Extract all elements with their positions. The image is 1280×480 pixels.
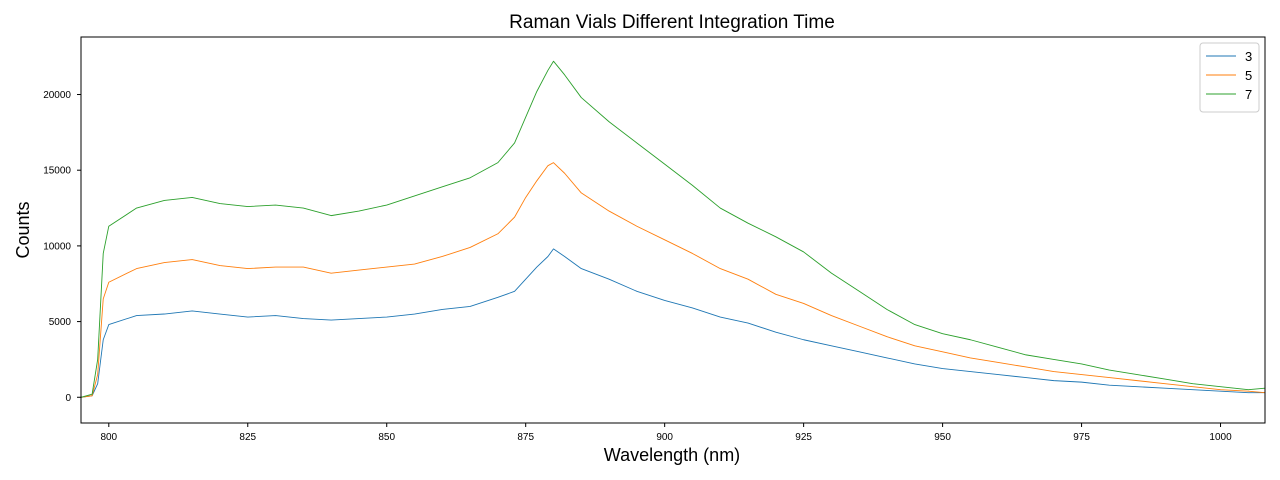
x-tick-label: 875 — [517, 432, 534, 443]
series-line-7 — [80, 60, 1266, 398]
y-tick-label: 15000 — [43, 166, 71, 177]
legend-label-3: 3 — [1245, 49, 1252, 64]
series-line-5 — [80, 162, 1266, 398]
x-tick-label: 900 — [656, 432, 673, 443]
legend: 3 5 7 — [1199, 42, 1260, 113]
plot-frame — [80, 36, 1266, 424]
x-tick-label: 975 — [1073, 432, 1090, 443]
x-tick-label: 925 — [795, 432, 812, 443]
y-tick-label: 10000 — [43, 241, 71, 252]
x-tick-label: 1000 — [1209, 432, 1232, 443]
y-tick-label: 20000 — [43, 90, 71, 101]
legend-box — [1199, 42, 1260, 113]
x-axis-ticks: 800 825 850 875 900 925 950 975 1000 — [100, 423, 1232, 443]
x-tick-label: 825 — [239, 432, 256, 443]
y-tick-label: 5000 — [49, 317, 72, 328]
legend-label-5: 5 — [1245, 68, 1252, 83]
x-tick-label: 950 — [934, 432, 951, 443]
series-line-3 — [80, 248, 1265, 398]
x-tick-label: 800 — [100, 432, 117, 443]
y-tick-label: 0 — [65, 393, 71, 404]
chart-title: Raman Vials Different Integration Time — [509, 12, 835, 33]
y-axis-ticks: 0 5000 10000 15000 20000 — [43, 90, 81, 404]
x-tick-label: 850 — [378, 432, 395, 443]
legend-label-7: 7 — [1245, 87, 1252, 102]
y-axis-title: Counts — [13, 201, 33, 258]
plot-lines — [80, 60, 1266, 398]
x-axis-title: Wavelength (nm) — [604, 445, 740, 465]
